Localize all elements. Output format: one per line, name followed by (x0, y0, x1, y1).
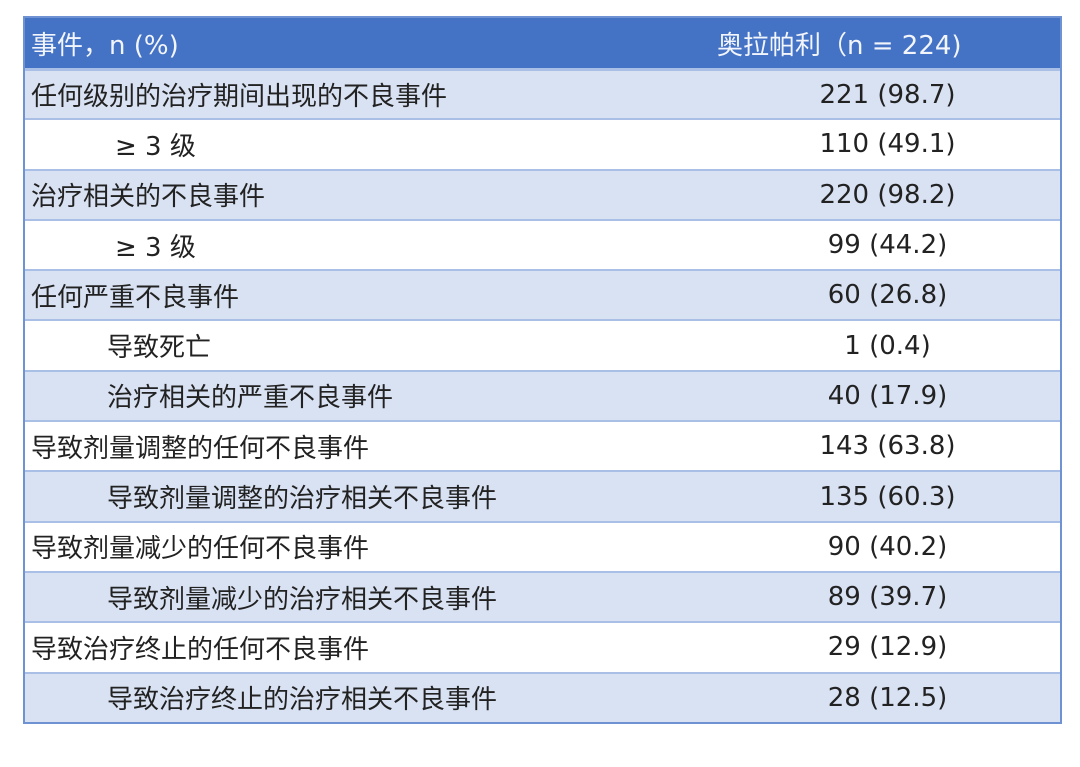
row-value: 221 (98.7) (819, 79, 956, 110)
row-label: 导致剂量调整的任何不良事件 (31, 433, 370, 464)
table-row: ≥ 3 级 99 (44.2) (25, 218, 1060, 269)
row-label: 治疗相关的严重不良事件 (107, 383, 394, 414)
table-row: 导致剂量调整的治疗相关不良事件 135 (60.3) (25, 470, 1060, 521)
row-label: 导致死亡 (107, 333, 212, 364)
row-value: 1 (0.4) (844, 330, 931, 361)
row-value: 135 (60.3) (819, 481, 956, 512)
row-label: 导致剂量减少的治疗相关不良事件 (107, 584, 498, 615)
row-value: 90 (40.2) (827, 531, 948, 562)
table-row: 导致治疗终止的治疗相关不良事件 28 (12.5) (25, 671, 1060, 722)
row-value: 143 (63.8) (819, 431, 956, 462)
row-label: 任何严重不良事件 (31, 282, 240, 313)
table-row: 任何严重不良事件 60 (26.8) (25, 269, 1060, 320)
row-label: 导致治疗终止的治疗相关不良事件 (107, 685, 498, 716)
header-olaparib: 奥拉帕利（n = 224) (717, 30, 962, 61)
row-label: ≥ 3 级 (115, 232, 196, 263)
row-label: 治疗相关的不良事件 (31, 182, 266, 213)
row-value: 99 (44.2) (827, 230, 948, 261)
table-body: 任何级别的治疗期间出现的不良事件 221 (98.7) ≥ 3 级 110 (49.1… (25, 68, 1060, 722)
row-label: 导致治疗终止的任何不良事件 (31, 634, 370, 665)
table-row: 任何级别的治疗期间出现的不良事件 221 (98.7) (25, 68, 1060, 119)
row-label: 任何级别的治疗期间出现的不良事件 (31, 82, 448, 113)
table-row: 治疗相关的不良事件 220 (98.2) (25, 168, 1060, 219)
adverse-events-table: 事件，n (%) 奥拉帕利（n = 224) 任何级别的治疗期间出现的不良事件 2… (23, 16, 1062, 724)
table-row: 导致剂量减少的任何不良事件 90 (40.2) (25, 520, 1060, 571)
table-header: 事件，n (%) 奥拉帕利（n = 224) (25, 18, 1060, 68)
row-label: 导致剂量减少的任何不良事件 (31, 534, 370, 565)
row-value: 89 (39.7) (827, 582, 948, 613)
table-row: 治疗相关的严重不良事件 40 (17.9) (25, 369, 1060, 421)
table-row: ≥ 3 级 110 (49.1) (25, 118, 1060, 168)
row-value: 60 (26.8) (827, 280, 948, 311)
table-row: 导致死亡 1 (0.4) (25, 319, 1060, 369)
table-row: 导致剂量调整的任何不良事件 143 (63.8) (25, 420, 1060, 470)
header-event: 事件，n (%) (31, 30, 179, 61)
table-row: 导致治疗终止的任何不良事件 29 (12.9) (25, 621, 1060, 671)
table-row: 导致剂量减少的治疗相关不良事件 89 (39.7) (25, 570, 1060, 622)
row-value: 110 (49.1) (819, 129, 956, 160)
row-label: 导致剂量调整的治疗相关不良事件 (107, 484, 498, 515)
row-value: 220 (98.2) (819, 179, 956, 210)
row-value: 28 (12.5) (827, 682, 948, 713)
row-label: ≥ 3 级 (115, 131, 196, 162)
row-value: 40 (17.9) (827, 380, 948, 411)
row-value: 29 (12.9) (827, 632, 948, 663)
